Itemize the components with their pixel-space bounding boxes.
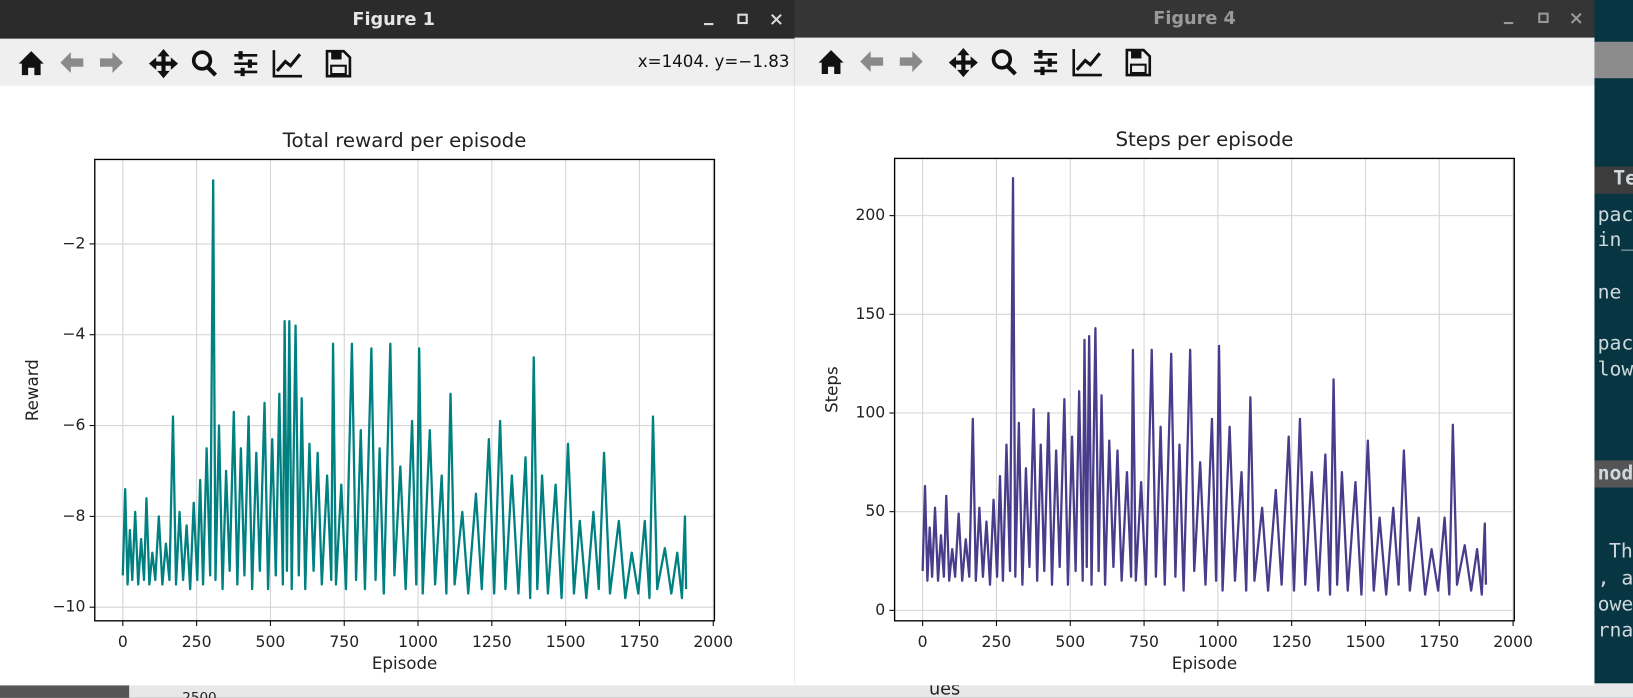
close-button[interactable]: [770, 13, 782, 25]
y-tick-label: −4: [62, 325, 85, 343]
bg-text: low: [1598, 357, 1633, 380]
figure: [0, 85, 795, 686]
maximize-button[interactable]: [1538, 12, 1549, 24]
bg-text: ne: [1598, 280, 1622, 303]
y-axis-label: Steps: [823, 366, 842, 413]
editor-highlight: [1594, 460, 1633, 488]
x-tick-label: 1750: [620, 633, 660, 651]
bg-text: pac: [1598, 203, 1633, 226]
x-tick-label: 250: [982, 633, 1012, 651]
bottom-strip: [0, 683, 1633, 698]
x-tick-label: 0: [118, 633, 128, 651]
title-bar: [794, 0, 1595, 38]
cursor-status: x=1404. y=−1.83: [638, 52, 790, 71]
figure: [794, 85, 1595, 686]
window-title: Figure 4: [1153, 9, 1236, 29]
bg-text: nod: [1598, 461, 1633, 484]
title-bar: [0, 0, 795, 39]
x-tick-label: 750: [1129, 633, 1159, 651]
editor-bg: [1594, 0, 1633, 698]
bottom-panel: [0, 683, 130, 698]
bg-text: , a: [1598, 567, 1633, 590]
x-tick-label: 500: [256, 633, 286, 651]
x-tick-label: 1000: [398, 633, 438, 651]
bg-text: in_: [1598, 228, 1633, 251]
x-axis-label: Episode: [372, 654, 437, 673]
bg-text: 2500: [182, 690, 216, 698]
x-tick-label: 2000: [693, 633, 733, 651]
editor-header: [1594, 166, 1633, 194]
bg-text: Te: [1613, 167, 1633, 190]
y-tick-label: 200: [855, 206, 885, 224]
y-tick-label: −8: [62, 507, 85, 525]
bg-text: owe: [1598, 593, 1633, 616]
x-tick-label: 1250: [472, 633, 512, 651]
toolbar: [794, 37, 1595, 86]
y-tick-label: 0: [875, 601, 885, 619]
x-tick-label: 1250: [1272, 633, 1312, 651]
maximize-button[interactable]: [737, 13, 748, 25]
x-tick-label: 0: [918, 633, 928, 651]
bg-text: pac: [1598, 331, 1633, 354]
editor-tab: [1594, 41, 1633, 79]
axes-frame: [893, 157, 1515, 622]
window: Figure 1 x=1404. y=−1.83: [0, 0, 795, 686]
y-tick-label: 100: [855, 404, 885, 422]
y-tick-label: 50: [865, 502, 885, 520]
window-title: Figure 1: [352, 10, 435, 30]
x-tick-label: 750: [329, 633, 359, 651]
close-button[interactable]: [1570, 12, 1582, 24]
x-tick-label: 2000: [1493, 633, 1533, 651]
axes-frame: [94, 158, 716, 622]
y-tick-label: −6: [62, 416, 85, 434]
y-axis-label: Reward: [23, 359, 42, 421]
x-tick-label: 1500: [1346, 633, 1386, 651]
x-tick-label: 500: [1055, 633, 1085, 651]
x-tick-label: 1000: [1198, 633, 1238, 651]
data-line: [921, 177, 1488, 596]
x-tick-label: 1750: [1419, 633, 1459, 651]
chart-title: Total reward per episode: [282, 129, 527, 152]
y-tick-label: −2: [62, 234, 85, 252]
x-axis-label: Episode: [1172, 654, 1237, 673]
data-line: [121, 179, 688, 600]
chart-title: Steps per episode: [1115, 128, 1293, 151]
y-tick-label: −10: [52, 598, 85, 616]
bg-text: Th: [1609, 540, 1633, 563]
x-tick-label: 250: [182, 633, 212, 651]
window: Figure 4: [794, 0, 1595, 686]
y-tick-label: 150: [855, 305, 885, 323]
x-tick-label: 1500: [546, 633, 586, 651]
toolbar: [0, 38, 795, 86]
bg-text: rna: [1598, 619, 1633, 642]
